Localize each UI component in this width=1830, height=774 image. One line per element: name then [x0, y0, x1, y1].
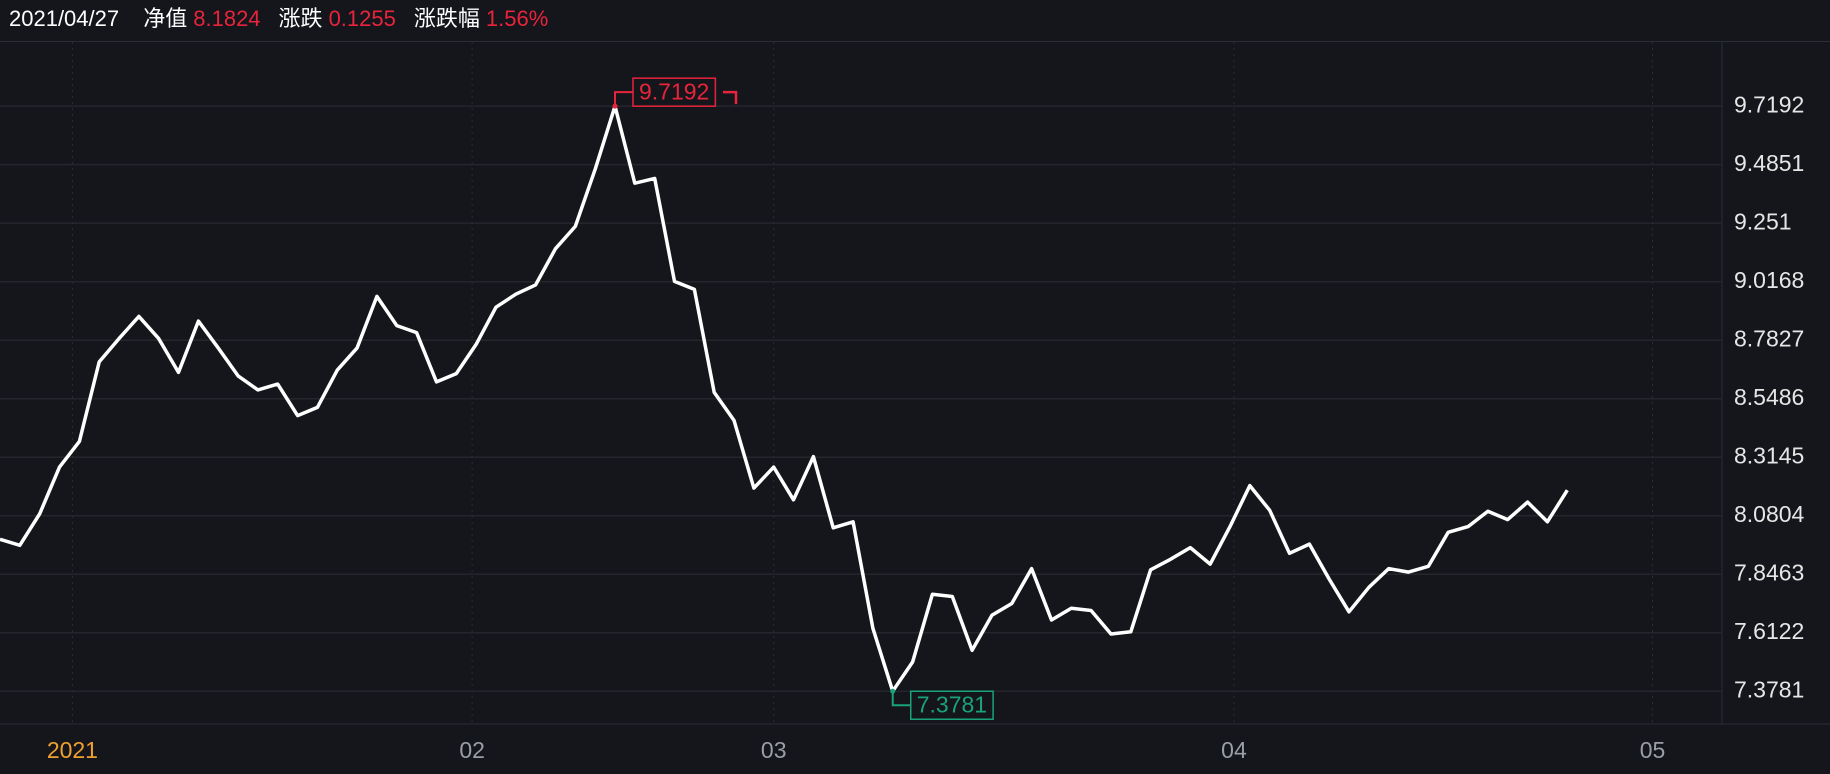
date: 2021/04/27	[9, 6, 120, 31]
extreme-leader	[614, 91, 633, 107]
y-tick-label: 8.5486	[1734, 384, 1804, 410]
y-tick-label: 8.0804	[1734, 501, 1805, 527]
field-label: 涨跌幅	[413, 6, 480, 31]
field-value: 0.1255	[328, 6, 396, 31]
y-tick-label: 9.4851	[1734, 150, 1804, 176]
extreme-box	[909, 690, 994, 720]
header: 2021/04/27 净值 8.1824 涨跌 0.1255 涨跌幅 1.56%	[0, 0, 1830, 42]
extreme-bracket	[723, 90, 738, 105]
y-tick-label: 7.8463	[1734, 559, 1804, 585]
price-line	[0, 104, 1569, 693]
x-tick-label: 02	[459, 737, 485, 763]
y-tick-label: 8.7827	[1734, 325, 1804, 351]
y-tick-label: 7.6122	[1734, 618, 1804, 644]
y-tick-label: 7.3781	[1734, 676, 1804, 702]
x-tick-label: 05	[1640, 737, 1666, 763]
y-tick-label: 8.3145	[1734, 442, 1804, 468]
field-label: 净值	[143, 6, 188, 31]
extreme-box	[632, 77, 717, 107]
field-label: 涨跌	[278, 6, 323, 31]
y-tick-label: 9.7192	[1734, 91, 1804, 117]
x-tick-label: 2021	[47, 737, 98, 763]
field-value: 8.1824	[193, 6, 261, 31]
extreme-label: 7.3781	[917, 691, 987, 717]
x-tick-label: 04	[1221, 737, 1247, 763]
extreme-label: 9.7192	[639, 78, 709, 104]
y-tick-label: 9.251	[1734, 208, 1792, 234]
y-tick-label: 9.0168	[1734, 267, 1804, 293]
field-value: 1.56%	[485, 6, 549, 31]
extreme-leader	[891, 691, 911, 707]
x-tick-label: 03	[761, 737, 787, 763]
